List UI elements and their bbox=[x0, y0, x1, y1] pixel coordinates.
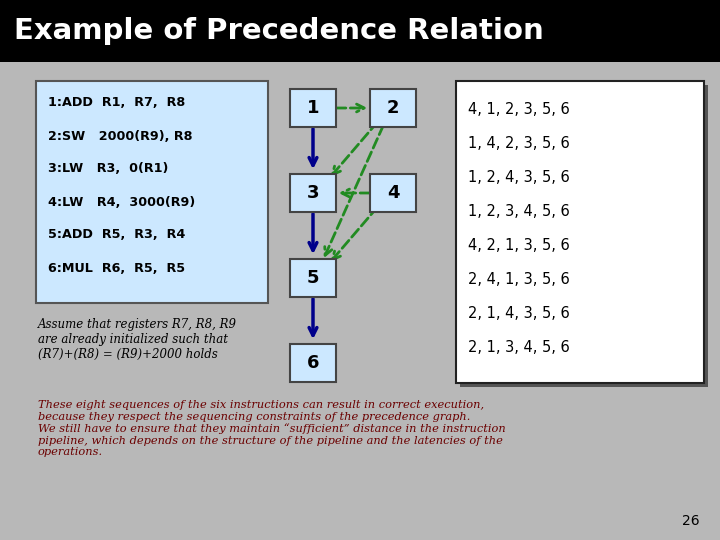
Text: 1, 4, 2, 3, 5, 6: 1, 4, 2, 3, 5, 6 bbox=[468, 136, 570, 151]
Text: 1:ADD  R1,  R7,  R8: 1:ADD R1, R7, R8 bbox=[48, 97, 185, 110]
Text: 1: 1 bbox=[307, 99, 319, 117]
Text: 3: 3 bbox=[307, 184, 319, 202]
Text: 5:ADD  R5,  R3,  R4: 5:ADD R5, R3, R4 bbox=[48, 228, 185, 241]
Text: 2, 4, 1, 3, 5, 6: 2, 4, 1, 3, 5, 6 bbox=[468, 272, 570, 287]
Text: 1, 2, 3, 4, 5, 6: 1, 2, 3, 4, 5, 6 bbox=[468, 204, 570, 219]
Text: 4, 1, 2, 3, 5, 6: 4, 1, 2, 3, 5, 6 bbox=[468, 102, 570, 117]
Text: Assume that registers R7, R8, R9
are already initialized such that
(R7)+(R8) = (: Assume that registers R7, R8, R9 are alr… bbox=[38, 318, 237, 361]
Text: 2: 2 bbox=[387, 99, 400, 117]
Bar bbox=[0, 0, 720, 62]
FancyBboxPatch shape bbox=[456, 81, 704, 383]
FancyBboxPatch shape bbox=[290, 174, 336, 212]
Text: 6:MUL  R6,  R5,  R5: 6:MUL R6, R5, R5 bbox=[48, 261, 185, 274]
Text: 5: 5 bbox=[307, 269, 319, 287]
FancyBboxPatch shape bbox=[36, 81, 268, 303]
Text: 6: 6 bbox=[307, 354, 319, 372]
Bar bbox=[0, 62, 720, 540]
FancyBboxPatch shape bbox=[370, 174, 416, 212]
Text: 2, 1, 4, 3, 5, 6: 2, 1, 4, 3, 5, 6 bbox=[468, 306, 570, 321]
Text: 2:SW   2000(R9), R8: 2:SW 2000(R9), R8 bbox=[48, 130, 192, 143]
FancyBboxPatch shape bbox=[460, 85, 708, 387]
Text: 4: 4 bbox=[387, 184, 400, 202]
Text: 2, 1, 3, 4, 5, 6: 2, 1, 3, 4, 5, 6 bbox=[468, 340, 570, 354]
Text: 1, 2, 4, 3, 5, 6: 1, 2, 4, 3, 5, 6 bbox=[468, 170, 570, 185]
Text: These eight sequences of the six instructions can result in correct execution,
b: These eight sequences of the six instruc… bbox=[38, 400, 505, 457]
Text: Example of Precedence Relation: Example of Precedence Relation bbox=[14, 17, 544, 45]
FancyBboxPatch shape bbox=[290, 259, 336, 297]
Text: 4:LW   R4,  3000(R9): 4:LW R4, 3000(R9) bbox=[48, 195, 195, 208]
FancyBboxPatch shape bbox=[290, 89, 336, 127]
FancyBboxPatch shape bbox=[290, 344, 336, 382]
Text: 26: 26 bbox=[683, 514, 700, 528]
Text: 3:LW   R3,  0(R1): 3:LW R3, 0(R1) bbox=[48, 163, 168, 176]
FancyBboxPatch shape bbox=[370, 89, 416, 127]
Text: 4, 2, 1, 3, 5, 6: 4, 2, 1, 3, 5, 6 bbox=[468, 238, 570, 253]
